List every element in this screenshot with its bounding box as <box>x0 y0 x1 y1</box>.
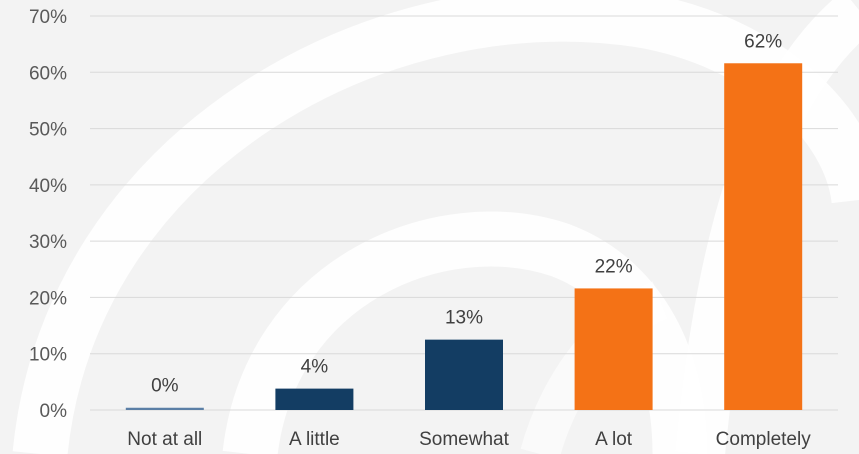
x-category-label: Not at all <box>127 429 202 450</box>
data-label: 62% <box>744 31 782 52</box>
y-tick-label: 60% <box>29 63 67 84</box>
y-tick-label: 10% <box>29 345 67 366</box>
x-category-label: A lot <box>595 429 633 450</box>
bar <box>275 388 354 410</box>
x-axis: Not at all A little Somewhat A lot Completel… <box>127 429 811 450</box>
data-label: 4% <box>301 357 329 378</box>
bar <box>724 63 803 410</box>
y-tick-label: 70% <box>29 7 67 28</box>
data-label: 13% <box>445 308 483 329</box>
y-tick-label: 0% <box>40 401 68 422</box>
bar <box>574 288 653 410</box>
y-tick-label: 40% <box>29 176 67 197</box>
data-label: 0% <box>151 376 179 397</box>
y-tick-label: 50% <box>29 120 67 141</box>
x-category-label: Somewhat <box>419 429 509 450</box>
x-category-label: A little <box>289 429 340 450</box>
bars <box>125 63 803 410</box>
data-label: 22% <box>595 256 633 277</box>
y-tick-label: 20% <box>29 288 67 309</box>
bar <box>425 339 503 410</box>
y-axis: 0% 10% 20% 30% 40% 50% 60% 70% <box>29 7 67 422</box>
y-tick-label: 30% <box>29 232 67 253</box>
bar <box>125 407 204 410</box>
x-category-label: Completely <box>716 429 812 450</box>
data-labels: 0% 4% 13% 22% 62% <box>151 31 782 396</box>
